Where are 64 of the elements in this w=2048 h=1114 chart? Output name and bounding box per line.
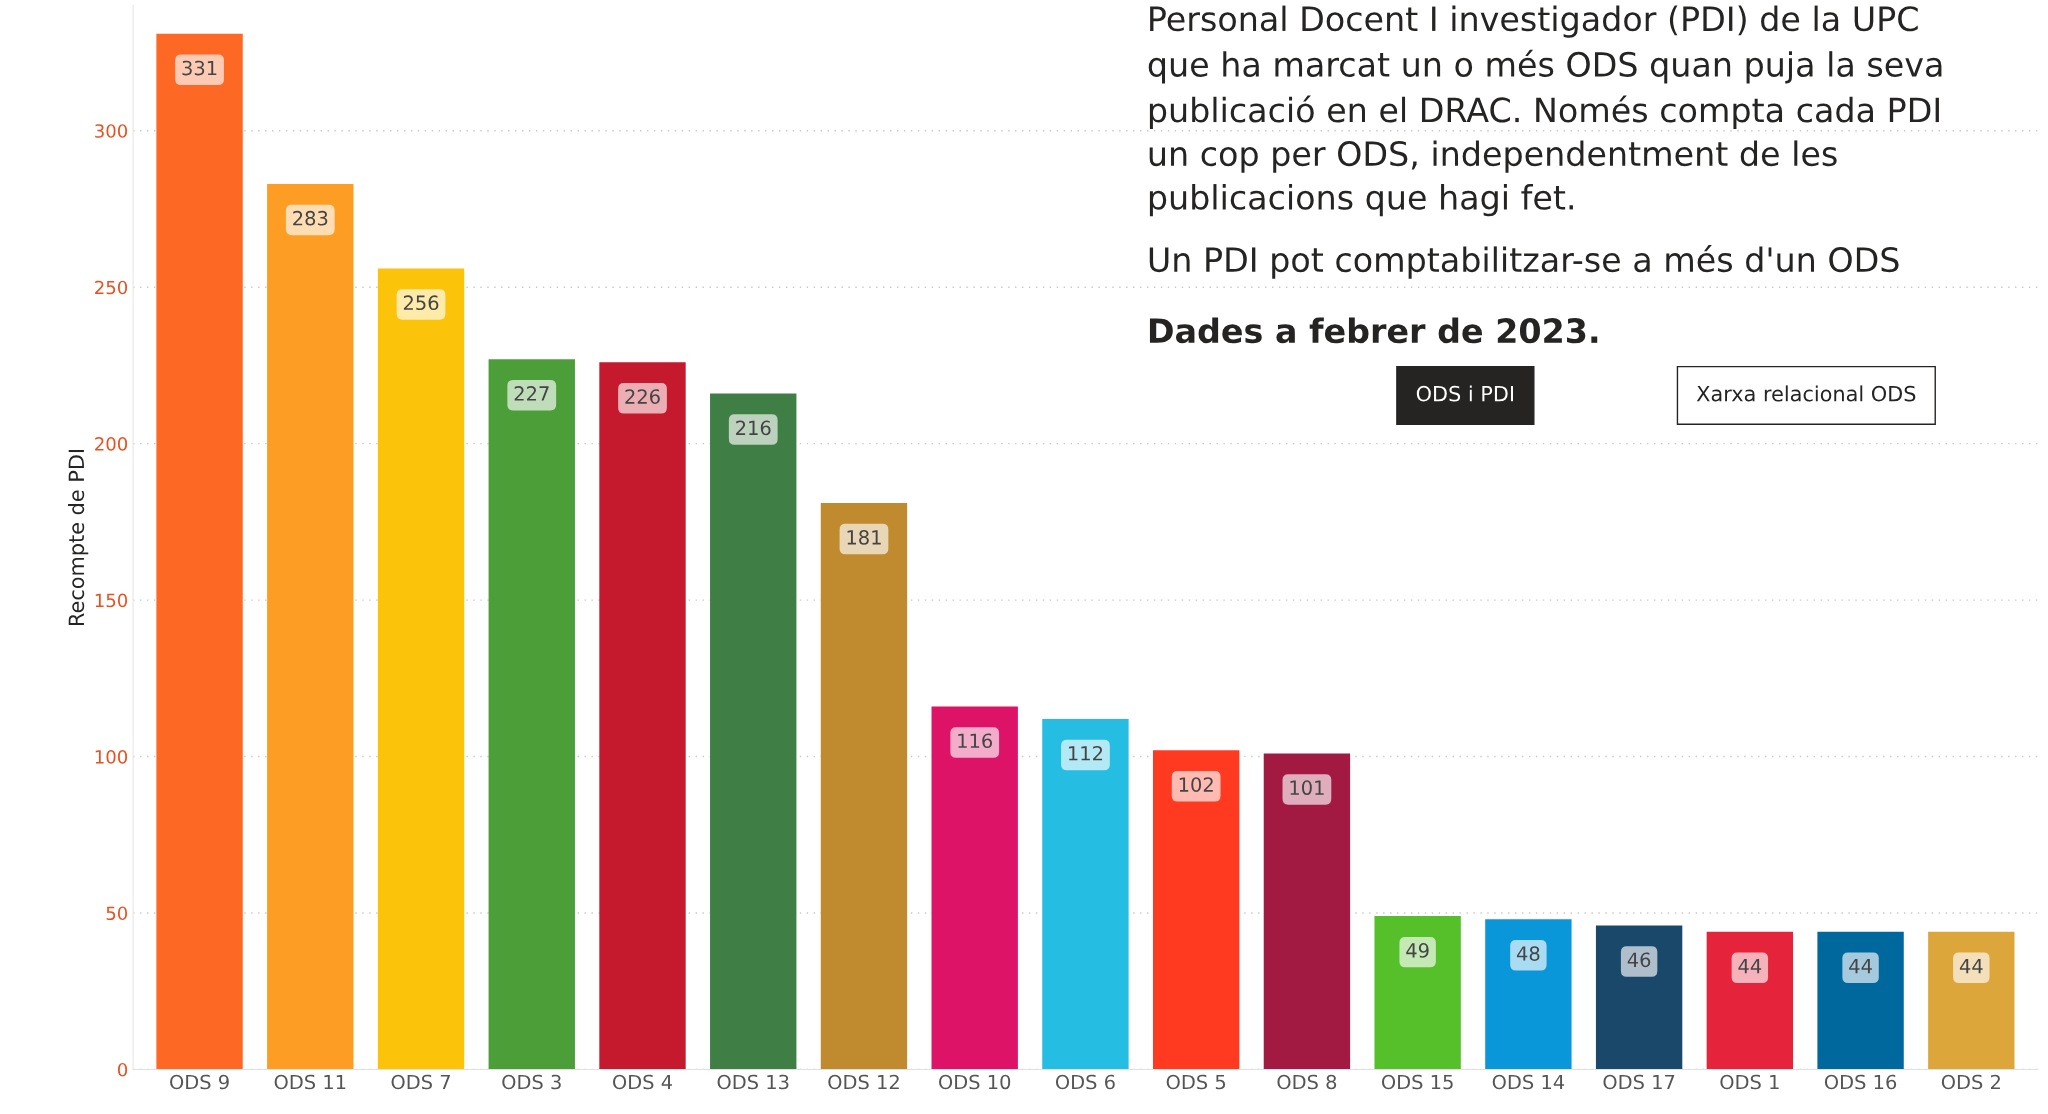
y-tick-label: 150 <box>95 593 128 608</box>
x-tick-label: ODS 17 <box>1603 1074 1675 1090</box>
x-tick-label: ODS 6 <box>1055 1074 1115 1090</box>
text: Un PDI pot comptabilitzar-se a més d'un ODS <box>1149 245 1899 279</box>
bar <box>710 393 797 1070</box>
data-label: 256 <box>403 295 439 311</box>
data-label: 101 <box>1290 780 1324 796</box>
annotation: Xarxa relacional ODS <box>1696 385 1916 402</box>
y-tick-label: 250 <box>95 280 128 295</box>
y-tick-label: 200 <box>95 437 128 451</box>
bar <box>267 183 354 1070</box>
x-tick-label: ODS 13 <box>717 1074 789 1090</box>
bar <box>1928 931 2015 1070</box>
bar <box>156 33 243 1070</box>
x-tick-label: ODS 5 <box>1166 1074 1226 1090</box>
data-label: 48 <box>1516 946 1540 961</box>
x-tick-label: ODS 4 <box>613 1074 672 1090</box>
bar <box>1263 753 1351 1070</box>
bar <box>1374 916 1461 1070</box>
bar <box>377 268 465 1070</box>
data-label: 102 <box>1179 777 1213 792</box>
bar <box>1152 750 1240 1070</box>
bar <box>599 362 686 1070</box>
data-label: 283 <box>293 210 328 226</box>
x-tick-label: ODS 7 <box>391 1074 450 1090</box>
bar <box>820 503 908 1070</box>
x-tick-label: ODS 11 <box>274 1074 346 1090</box>
x-tick-label: ODS 8 <box>1277 1074 1337 1090</box>
data-label: 44 <box>1849 958 1872 974</box>
x-tick-label: ODS 12 <box>828 1074 899 1090</box>
x-tick-label: ODS 16 <box>1824 1074 1897 1090</box>
x-tick-label: ODS 1 <box>1720 1074 1779 1090</box>
annotation: ODS i PDI <box>1416 385 1514 402</box>
bar <box>1042 718 1129 1070</box>
bar <box>1817 931 1904 1070</box>
data-label: 181 <box>847 530 881 545</box>
data-label: 44 <box>1738 958 1762 974</box>
bar <box>488 359 575 1070</box>
y-tick-label: 50 <box>106 906 128 921</box>
y-tick-label: 100 <box>95 750 128 764</box>
x-tick-label: ODS 2 <box>1941 1074 2000 1090</box>
x-tick-label: ODS 9 <box>170 1074 229 1090</box>
data-label: 116 <box>958 733 993 749</box>
data-label: 44 <box>1959 958 1983 974</box>
data-label: 112 <box>1069 745 1103 761</box>
bar <box>931 706 1018 1070</box>
data-label: 227 <box>514 386 549 401</box>
x-tick-label: ODS 15 <box>1381 1074 1453 1090</box>
data-label: 331 <box>182 60 217 76</box>
data-label: 226 <box>625 389 660 404</box>
x-tick-label: ODS 3 <box>502 1074 561 1090</box>
text: Personal Docent I investigador (PDI) de la UPC que ha marcat un o més ODS quan puja la seva publicació en el DRAC. Només compta cada PDI un cop per ODS, independentment de les publicacions que hagi fet. <box>1148 5 1942 217</box>
y-tick-label: 300 <box>95 124 128 138</box>
x-tick-label: ODS 14 <box>1492 1074 1565 1090</box>
y-axis-title: Recompte de PDI <box>68 450 89 626</box>
bar <box>1595 925 1683 1070</box>
data-label: 49 <box>1406 943 1429 958</box>
y-tick-label: 0 <box>117 1062 128 1077</box>
annotation: Dades a febrer de 2023. <box>1149 317 1598 344</box>
x-tick-label: ODS 10 <box>939 1074 1011 1090</box>
data-label: 216 <box>736 420 771 436</box>
data-label: 46 <box>1627 952 1651 968</box>
bar <box>1706 931 1794 1070</box>
bar <box>1485 919 1572 1070</box>
